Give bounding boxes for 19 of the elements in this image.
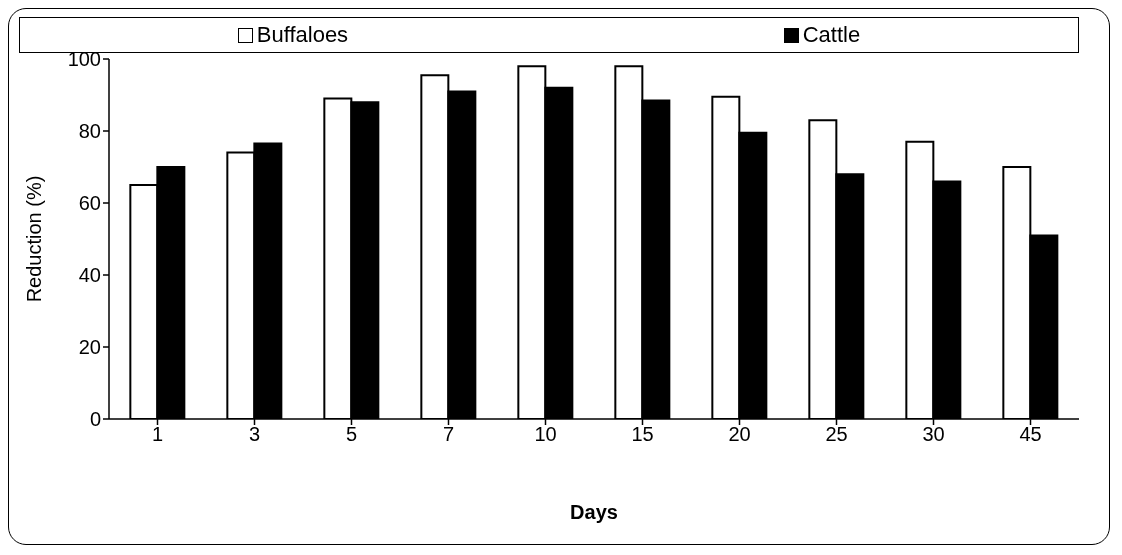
y-tick-label: 60 xyxy=(78,192,101,215)
x-axis-title: Days xyxy=(570,501,618,523)
x-tick-label: 1 xyxy=(151,423,164,446)
y-tick-label: 20 xyxy=(78,336,101,359)
x-tick-label: 20 xyxy=(728,423,751,446)
x-tick-label: 10 xyxy=(534,423,557,446)
x-tick-label: 3 xyxy=(248,423,261,446)
x-tick-label: 30 xyxy=(922,423,945,446)
x-tick-label: 5 xyxy=(345,423,358,446)
x-tick-label: 15 xyxy=(631,423,654,446)
y-tick-label: 0 xyxy=(89,408,101,431)
y-tick-label: 80 xyxy=(78,120,101,143)
legend-label: Buffaloes xyxy=(255,22,349,48)
y-tick-label: 40 xyxy=(78,264,101,287)
x-tick-label: 7 xyxy=(442,423,455,446)
x-tick-label: 25 xyxy=(825,423,848,446)
y-axis-title: Reduction (%) xyxy=(23,175,46,303)
x-tick-label: 45 xyxy=(1019,423,1042,446)
legend-label: Cattle xyxy=(801,22,861,48)
